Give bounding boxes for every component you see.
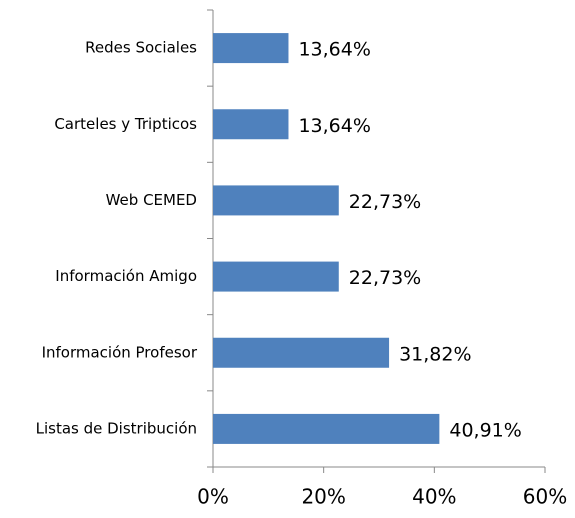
y-tick-label: Web CEMED [106, 191, 197, 209]
y-tick-label: Información Amigo [55, 267, 197, 285]
y-tick-label: Redes Sociales [85, 39, 197, 57]
bar [213, 33, 289, 64]
value-label: 40,91% [449, 419, 521, 441]
value-label: 13,64% [298, 39, 370, 61]
bar [213, 109, 289, 140]
y-tick-label: Carteles y Tripticos [54, 115, 197, 133]
bar [213, 337, 390, 368]
y-tick-label: Listas de Distribución [36, 419, 197, 437]
value-label: 31,82% [399, 343, 471, 365]
bar [213, 261, 339, 292]
value-label: 13,64% [298, 115, 370, 137]
x-tick-label: 60% [523, 485, 567, 509]
value-label: 22,73% [349, 267, 421, 289]
x-tick-label: 0% [197, 485, 229, 509]
y-tick-label: Información Profesor [42, 343, 198, 361]
x-tick-label: 20% [301, 485, 345, 509]
bar [213, 413, 440, 444]
x-tick-label: 40% [412, 485, 456, 509]
bar [213, 185, 339, 216]
value-label: 22,73% [349, 191, 421, 213]
